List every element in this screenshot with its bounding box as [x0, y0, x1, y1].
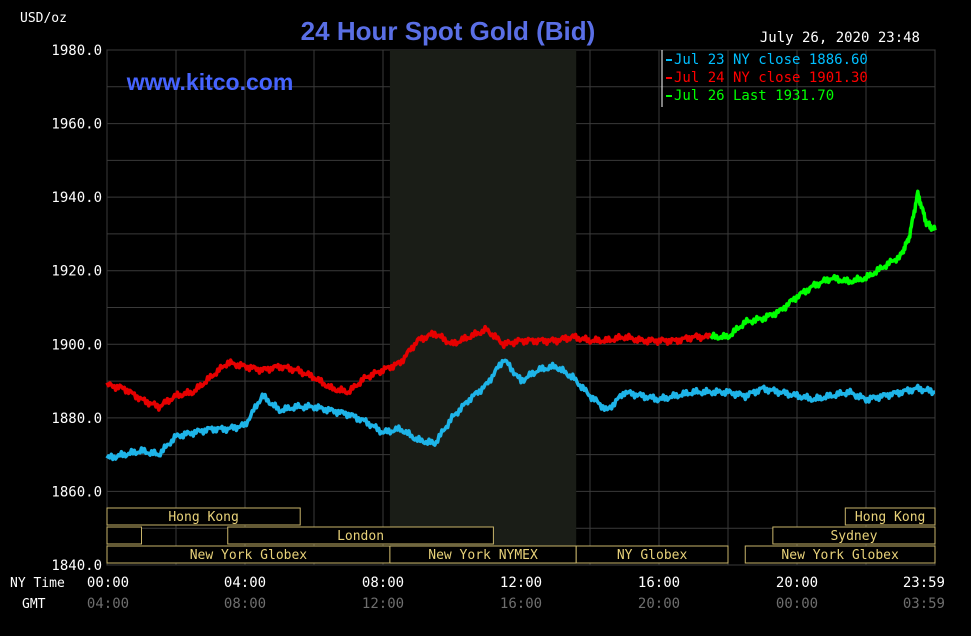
session-bar	[106, 507, 301, 526]
session-label: London	[337, 529, 384, 544]
y-tick-label: 1940.0	[51, 190, 102, 206]
series-line-1	[105, 324, 713, 412]
gmt-tick: 04:00	[87, 596, 129, 612]
y-tick-label: 1880.0	[51, 411, 102, 427]
session-label: Hong Kong	[168, 510, 238, 525]
session-bar	[844, 507, 936, 526]
session-bar	[772, 526, 936, 545]
ny-time-tick: 04:00	[224, 575, 266, 591]
session-label: NY Globex	[617, 548, 688, 563]
session-bar	[744, 545, 936, 564]
y-tick-label: 1860.0	[51, 484, 102, 500]
watermark: www.kitco.com	[126, 69, 294, 95]
session-label: New York Globex	[190, 548, 308, 563]
legend-entry-jul24: Jul 24 NY close 1901.30	[674, 70, 868, 86]
ny-time-tick: 12:00	[500, 575, 542, 591]
ny-time-tick: 23:59	[903, 575, 945, 591]
gmt-tick: 08:00	[224, 596, 266, 612]
legend-entry-jul23: Jul 23 NY close 1886.60	[674, 52, 868, 68]
nymex-session-shade	[389, 50, 577, 565]
session-label: Hong Kong	[855, 510, 925, 525]
session-bar	[106, 526, 142, 545]
legend: Jul 23 NY close 1886.60 Jul 24 NY close …	[661, 50, 868, 107]
gmt-tick: 00:00	[776, 596, 818, 612]
ny-time-tick: 08:00	[362, 575, 404, 591]
session-bar	[227, 526, 494, 545]
y-tick-label: 1980.0	[51, 43, 102, 59]
ny-time-tick: 20:00	[776, 575, 818, 591]
y-tick-label: 1900.0	[51, 337, 102, 353]
gmt-tick: 16:00	[500, 596, 542, 612]
ny-time-label: NY Time	[10, 576, 65, 591]
series-lines	[105, 189, 937, 462]
series-line-0	[105, 358, 936, 462]
y-tick-labels: 1980.0 1960.0 1940.0 1920.0 1900.0 1880.0 1860…	[51, 43, 102, 574]
gmt-tick: 12:00	[362, 596, 404, 612]
session-label: New York NYMEX	[428, 548, 538, 563]
ny-time-tick: 16:00	[638, 575, 680, 591]
shaded-region	[389, 50, 577, 565]
session-label: New York Globex	[781, 548, 899, 563]
market-sessions: Hong Kong Hong Kong London Sydney New York G…	[106, 507, 936, 564]
legend-entry-jul26: Jul 26 Last 1931.70	[674, 88, 834, 104]
gmt-tick: 20:00	[638, 596, 680, 612]
y-tick-label: 1960.0	[51, 117, 102, 133]
gmt-tick: 03:59	[903, 596, 945, 612]
gmt-label: GMT	[22, 597, 46, 612]
x-tick-labels: 00:00 04:00 08:00 12:00 16:00 20:00 23:59 04:00…	[87, 575, 945, 612]
chart-title: 24 Hour Spot Gold (Bid)	[301, 16, 596, 46]
y-tick-label: 1840.0	[51, 558, 102, 574]
series-line-2	[709, 189, 937, 341]
session-bar	[575, 545, 729, 564]
date-label: July 26, 2020 23:48	[760, 30, 920, 46]
ny-time-tick: 00:00	[87, 575, 129, 591]
session-label: Sydney	[830, 529, 877, 544]
unit-label: USD/oz	[20, 11, 67, 26]
y-tick-label: 1920.0	[51, 264, 102, 280]
